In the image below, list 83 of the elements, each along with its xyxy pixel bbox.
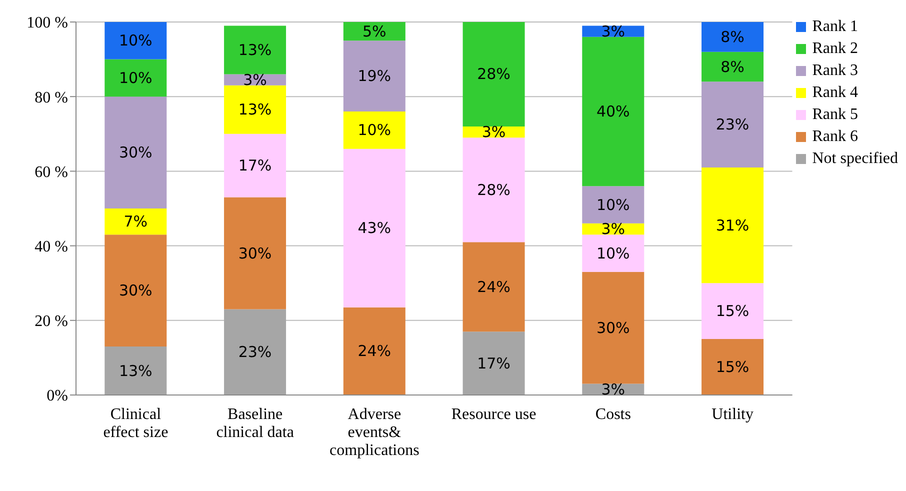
data-label: 15% xyxy=(716,358,750,376)
data-label: 23% xyxy=(716,116,750,134)
bar xyxy=(462,138,525,242)
legend-label: Rank 2 xyxy=(812,40,858,58)
data-label: 13% xyxy=(238,40,272,59)
data-label: 3% xyxy=(601,22,626,40)
data-label: 3% xyxy=(482,123,506,142)
y-tick-label: 100 % xyxy=(26,14,68,32)
legend-label: Rank 4 xyxy=(812,84,858,102)
data-label: 30% xyxy=(118,144,152,162)
data-label: 30% xyxy=(118,282,152,300)
bar xyxy=(343,40,406,112)
data-label: 24% xyxy=(477,278,510,296)
bar xyxy=(224,26,286,74)
data-label: 15% xyxy=(716,302,750,320)
data-label: 3% xyxy=(601,380,626,398)
bar xyxy=(224,85,286,134)
bar xyxy=(702,22,764,52)
legend-label: Not specified xyxy=(812,150,898,168)
bar xyxy=(343,307,406,395)
y-tick-label: 20 % xyxy=(34,313,68,330)
data-label: 10% xyxy=(358,121,392,140)
legend-label: Rank 1 xyxy=(812,18,858,36)
bar xyxy=(104,22,167,60)
bar xyxy=(224,197,286,310)
bar xyxy=(343,148,406,308)
bar xyxy=(702,82,764,168)
y-tick-label: 0% xyxy=(46,388,68,405)
data-label: 10% xyxy=(118,32,152,50)
x-tick-label: Resource use xyxy=(451,406,536,423)
y-tick-label: 80 % xyxy=(34,89,68,106)
bar xyxy=(702,167,764,284)
x-tick-label: Utility xyxy=(712,406,754,423)
x-tick-label: Baseline clinical data xyxy=(216,406,294,441)
bar xyxy=(702,52,764,82)
x-tick-label: Clinical effect size xyxy=(103,406,168,441)
data-label: 19% xyxy=(358,67,392,86)
data-label: 8% xyxy=(720,28,744,46)
bar xyxy=(582,234,644,272)
data-label: 3% xyxy=(601,220,626,238)
x-tick-label: Costs xyxy=(595,406,631,423)
data-label: 3% xyxy=(243,70,267,89)
data-label: 8% xyxy=(720,58,744,76)
bar xyxy=(702,339,764,395)
bar xyxy=(462,332,525,395)
data-label: 28% xyxy=(477,65,510,84)
data-label: 17% xyxy=(238,156,272,175)
data-label: 5% xyxy=(362,22,386,40)
bar xyxy=(462,22,525,126)
bar xyxy=(224,134,286,198)
data-label: 17% xyxy=(477,354,510,372)
data-label: 10% xyxy=(596,244,630,262)
bar xyxy=(104,208,167,235)
data-label: 28% xyxy=(477,180,510,199)
x-tick-label: Adverse events& complications xyxy=(330,406,420,459)
data-label: 23% xyxy=(238,343,272,362)
data-label: 40% xyxy=(596,102,630,121)
data-label: 7% xyxy=(124,212,148,231)
data-label: 31% xyxy=(716,216,750,234)
legend-label: Rank 5 xyxy=(812,106,858,124)
bar xyxy=(343,112,406,149)
bar xyxy=(702,283,764,340)
data-label: 30% xyxy=(238,244,272,262)
bar xyxy=(104,59,167,97)
bar xyxy=(104,96,167,208)
y-tick-label: 60 % xyxy=(34,164,68,181)
bar xyxy=(582,272,644,384)
bar xyxy=(582,36,644,186)
bar xyxy=(224,309,286,395)
data-label: 43% xyxy=(358,219,392,238)
legend-label: Rank 3 xyxy=(812,62,858,80)
data-label: 30% xyxy=(596,318,630,337)
bar xyxy=(462,242,525,332)
data-label: 10% xyxy=(596,196,630,214)
bar xyxy=(104,234,167,347)
data-label: 13% xyxy=(118,362,152,380)
data-label: 10% xyxy=(118,68,152,87)
data-label: 24% xyxy=(358,342,392,360)
bar xyxy=(582,186,644,224)
data-label: 13% xyxy=(238,100,272,119)
y-tick-label: 40 % xyxy=(34,238,68,256)
bar xyxy=(104,346,167,395)
legend-label: Rank 6 xyxy=(812,128,858,146)
